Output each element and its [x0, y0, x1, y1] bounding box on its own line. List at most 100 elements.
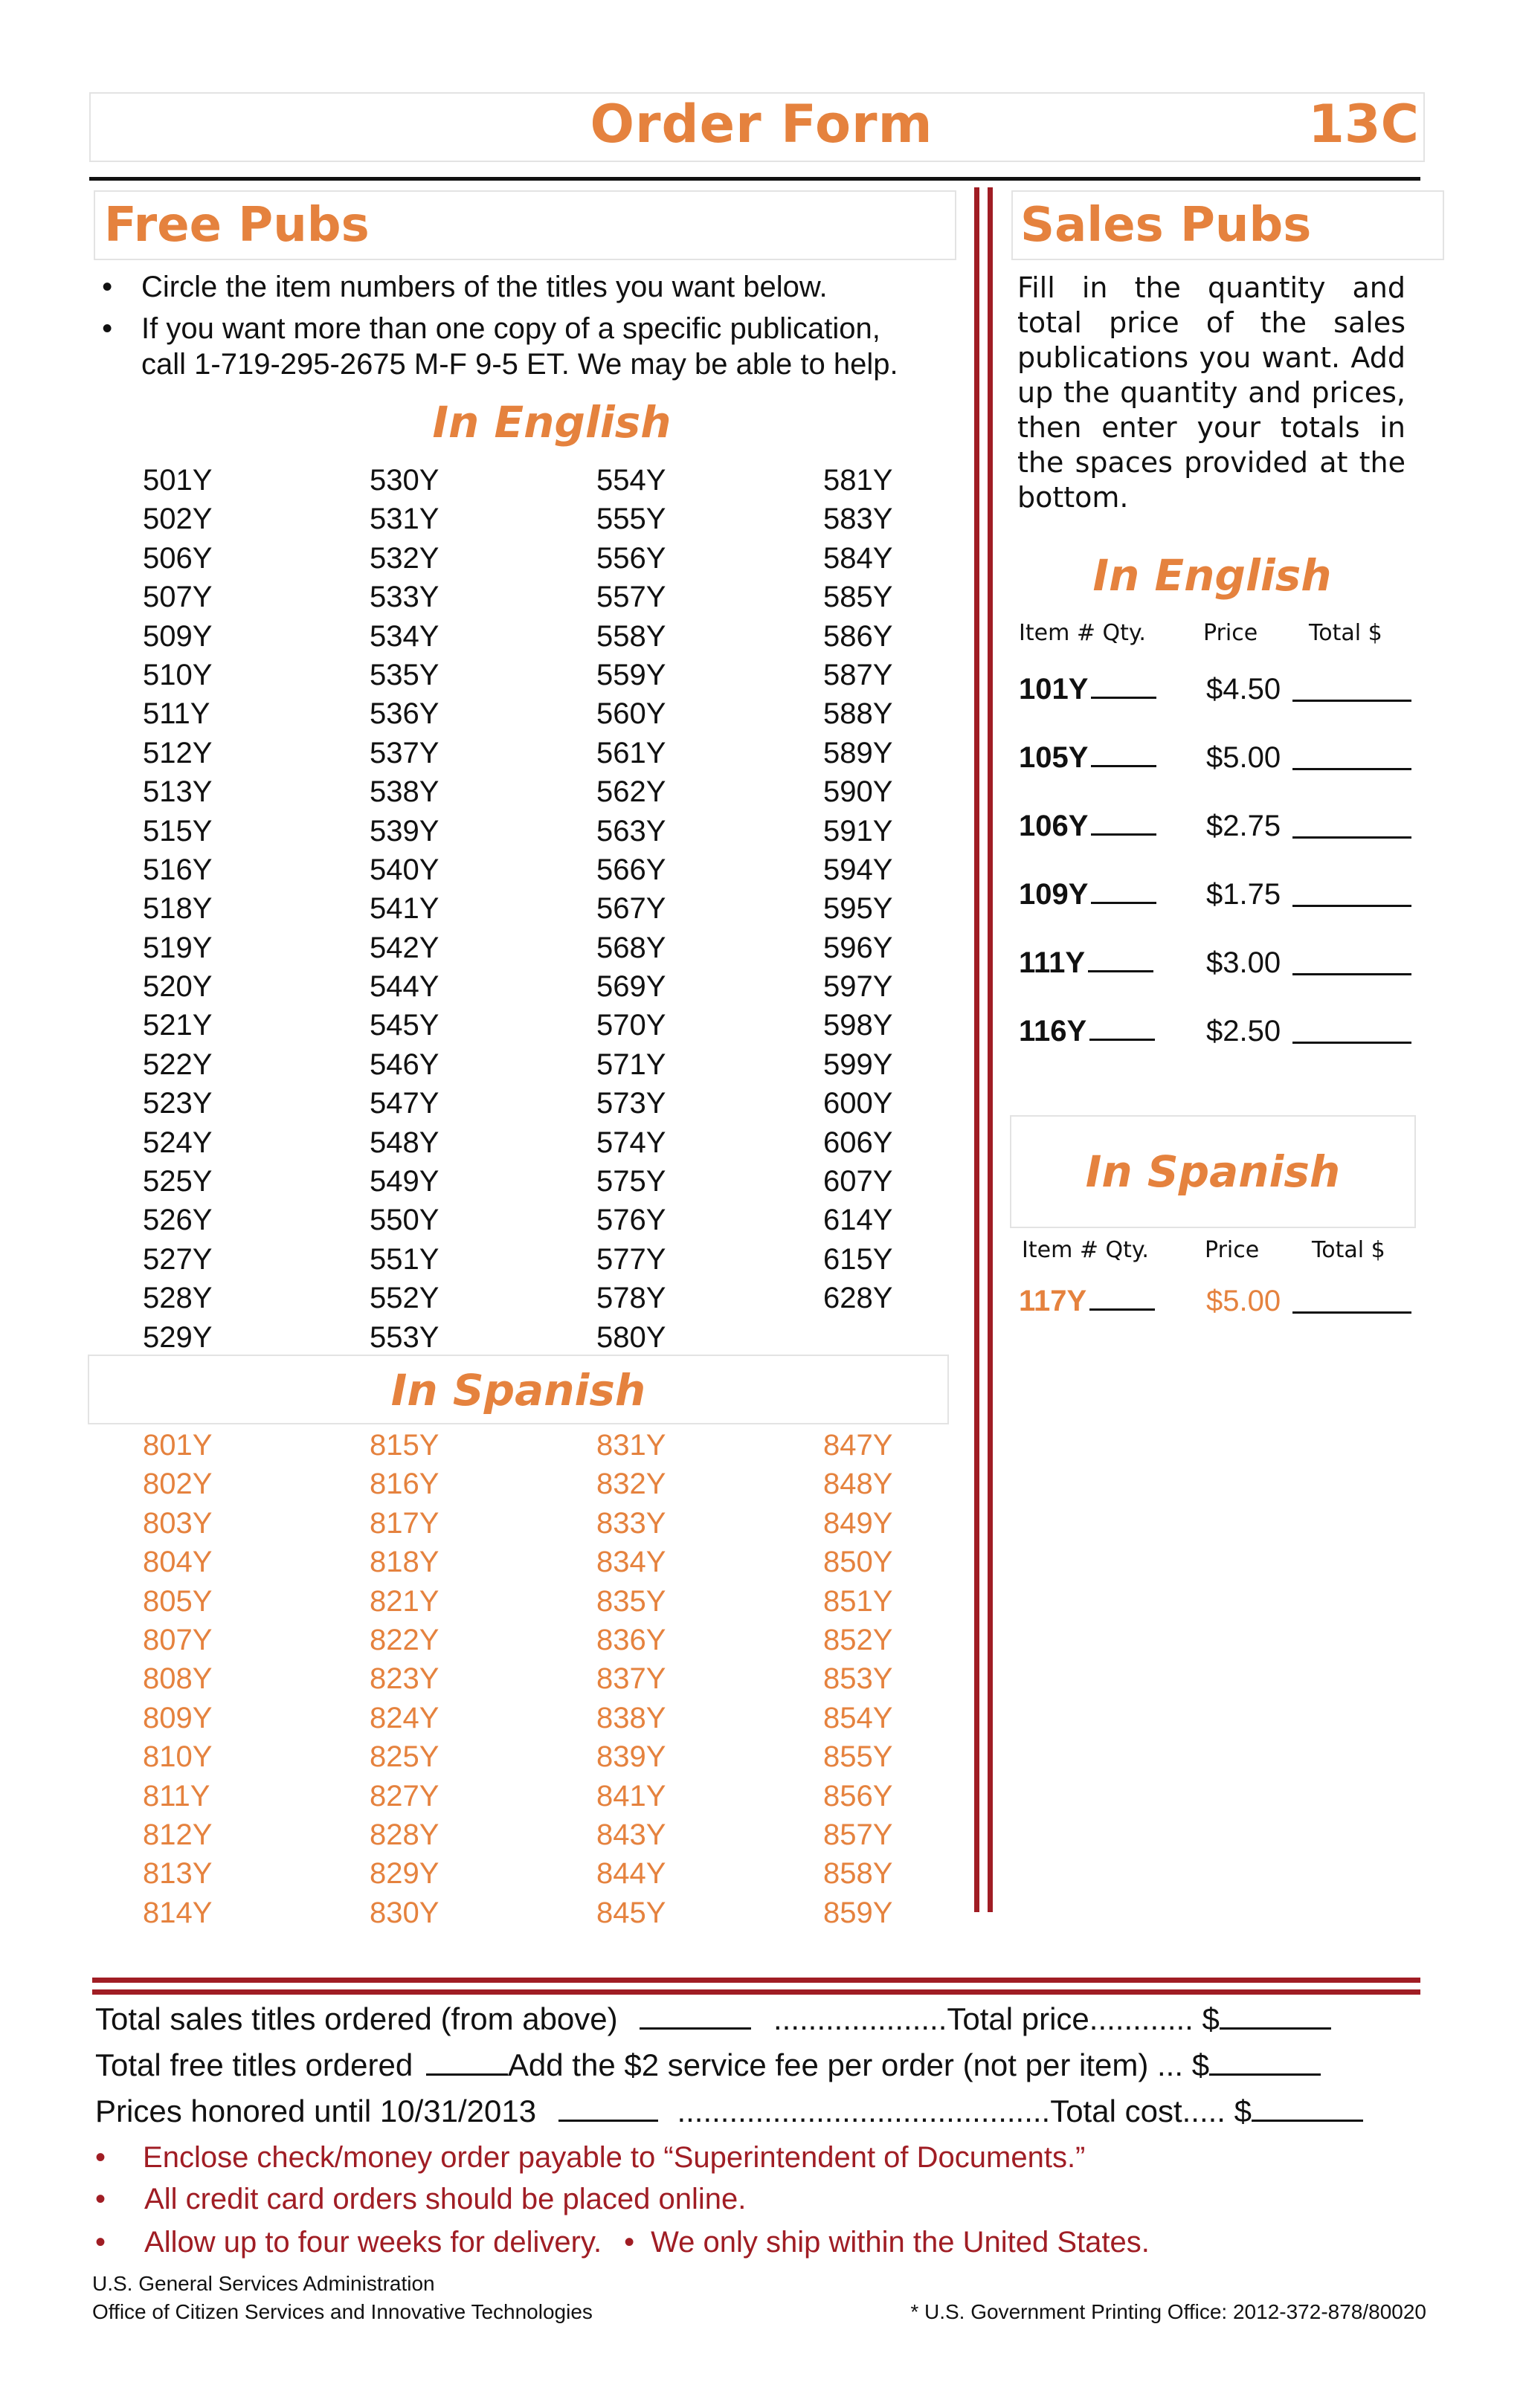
- publication-item[interactable]: 856Y: [823, 1779, 893, 1813]
- publication-item[interactable]: 834Y: [596, 1546, 666, 1579]
- publication-item[interactable]: 509Y: [143, 619, 213, 653]
- publication-item[interactable]: 555Y: [596, 503, 666, 536]
- sales-total-field[interactable]: [1292, 905, 1411, 907]
- publication-item[interactable]: 848Y: [823, 1468, 893, 1501]
- publication-item[interactable]: 542Y: [370, 931, 439, 964]
- sales-total-field[interactable]: [1292, 700, 1411, 702]
- publication-item[interactable]: 568Y: [596, 931, 666, 964]
- publication-item[interactable]: 597Y: [823, 970, 893, 1004]
- publication-item[interactable]: 810Y: [143, 1740, 213, 1774]
- publication-item[interactable]: 586Y: [823, 619, 893, 653]
- publication-item[interactable]: 553Y: [370, 1320, 439, 1354]
- publication-item[interactable]: 851Y: [823, 1584, 893, 1618]
- publication-item[interactable]: 502Y: [143, 503, 213, 536]
- publication-item[interactable]: 506Y: [143, 541, 213, 575]
- publication-item[interactable]: 831Y: [596, 1429, 666, 1462]
- publication-item[interactable]: 530Y: [370, 464, 439, 497]
- publication-item[interactable]: 825Y: [370, 1740, 439, 1774]
- publication-item[interactable]: 813Y: [143, 1857, 213, 1891]
- publication-item[interactable]: 545Y: [370, 1009, 439, 1042]
- publication-item[interactable]: 523Y: [143, 1087, 213, 1120]
- publication-item[interactable]: 581Y: [823, 464, 893, 497]
- total-sales-field[interactable]: [640, 2027, 752, 2030]
- publication-item[interactable]: 521Y: [143, 1009, 213, 1042]
- publication-item[interactable]: 539Y: [370, 814, 439, 848]
- publication-item[interactable]: 847Y: [823, 1429, 893, 1462]
- publication-item[interactable]: 525Y: [143, 1165, 213, 1198]
- publication-item[interactable]: 534Y: [370, 619, 439, 653]
- publication-item[interactable]: 829Y: [370, 1857, 439, 1891]
- publication-item[interactable]: 546Y: [370, 1048, 439, 1081]
- publication-item[interactable]: 578Y: [596, 1282, 666, 1315]
- publication-item[interactable]: 807Y: [143, 1623, 213, 1656]
- publication-item[interactable]: 524Y: [143, 1126, 213, 1159]
- publication-item[interactable]: 513Y: [143, 775, 213, 809]
- publication-item[interactable]: 812Y: [143, 1818, 213, 1851]
- publication-item[interactable]: 571Y: [596, 1048, 666, 1081]
- publication-item[interactable]: 589Y: [823, 736, 893, 769]
- publication-item[interactable]: 550Y: [370, 1204, 439, 1237]
- publication-item[interactable]: 607Y: [823, 1165, 893, 1198]
- sales-total-field[interactable]: [1292, 836, 1411, 839]
- publication-item[interactable]: 536Y: [370, 697, 439, 731]
- publication-item[interactable]: 595Y: [823, 892, 893, 926]
- publication-item[interactable]: 823Y: [370, 1662, 439, 1696]
- publication-item[interactable]: 832Y: [596, 1468, 666, 1501]
- publication-item[interactable]: 511Y: [143, 697, 210, 731]
- publication-item[interactable]: 519Y: [143, 931, 213, 964]
- publication-item[interactable]: 557Y: [596, 581, 666, 614]
- publication-item[interactable]: 549Y: [370, 1165, 439, 1198]
- publication-item[interactable]: 518Y: [143, 892, 213, 926]
- publication-item[interactable]: 533Y: [370, 581, 439, 614]
- publication-item[interactable]: 520Y: [143, 970, 213, 1004]
- publication-item[interactable]: 628Y: [823, 1282, 893, 1315]
- publication-item[interactable]: 816Y: [370, 1468, 439, 1501]
- publication-item[interactable]: 590Y: [823, 775, 893, 809]
- total-free-field[interactable]: [425, 2073, 508, 2076]
- sales-qty-field[interactable]: [1091, 765, 1157, 767]
- publication-item[interactable]: 535Y: [370, 658, 439, 691]
- publication-item[interactable]: 801Y: [143, 1429, 213, 1462]
- publication-item[interactable]: 821Y: [370, 1584, 439, 1618]
- publication-item[interactable]: 566Y: [596, 853, 666, 886]
- publication-item[interactable]: 574Y: [596, 1126, 666, 1159]
- publication-item[interactable]: 615Y: [823, 1242, 893, 1276]
- publication-item[interactable]: 560Y: [596, 697, 666, 731]
- publication-item[interactable]: 515Y: [143, 814, 213, 848]
- sales-total-field[interactable]: [1292, 1042, 1411, 1044]
- publication-item[interactable]: 827Y: [370, 1779, 439, 1813]
- publication-item[interactable]: 591Y: [823, 814, 893, 848]
- publication-item[interactable]: 573Y: [596, 1087, 666, 1120]
- publication-item[interactable]: 845Y: [596, 1896, 666, 1929]
- publication-item[interactable]: 805Y: [143, 1584, 213, 1618]
- publication-item[interactable]: 562Y: [596, 775, 666, 809]
- publication-item[interactable]: 850Y: [823, 1546, 893, 1579]
- total-price-field[interactable]: [1219, 2027, 1331, 2030]
- publication-item[interactable]: 563Y: [596, 814, 666, 848]
- publication-item[interactable]: 854Y: [823, 1701, 893, 1734]
- publication-item[interactable]: 538Y: [370, 775, 439, 809]
- publication-item[interactable]: 843Y: [596, 1818, 666, 1851]
- sales-total-field[interactable]: [1292, 973, 1411, 975]
- publication-item[interactable]: 824Y: [370, 1701, 439, 1734]
- publication-item[interactable]: 522Y: [143, 1048, 213, 1081]
- publication-item[interactable]: 570Y: [596, 1009, 666, 1042]
- publication-item[interactable]: 526Y: [143, 1204, 213, 1237]
- publication-item[interactable]: 852Y: [823, 1623, 893, 1656]
- publication-item[interactable]: 552Y: [370, 1282, 439, 1315]
- publication-item[interactable]: 541Y: [370, 892, 439, 926]
- publication-item[interactable]: 583Y: [823, 503, 893, 536]
- publication-item[interactable]: 588Y: [823, 697, 893, 731]
- publication-item[interactable]: 859Y: [823, 1896, 893, 1929]
- publication-item[interactable]: 510Y: [143, 658, 213, 691]
- total-cost-field[interactable]: [1252, 2120, 1364, 2122]
- publication-item[interactable]: 809Y: [143, 1701, 213, 1734]
- publication-item[interactable]: 606Y: [823, 1126, 893, 1159]
- publication-item[interactable]: 577Y: [596, 1242, 666, 1276]
- publication-item[interactable]: 835Y: [596, 1584, 666, 1618]
- publication-item[interactable]: 547Y: [370, 1087, 439, 1120]
- publication-item[interactable]: 808Y: [143, 1662, 213, 1696]
- publication-item[interactable]: 516Y: [143, 853, 213, 886]
- sales-qty-field[interactable]: [1089, 1039, 1156, 1041]
- publication-item[interactable]: 559Y: [596, 658, 666, 691]
